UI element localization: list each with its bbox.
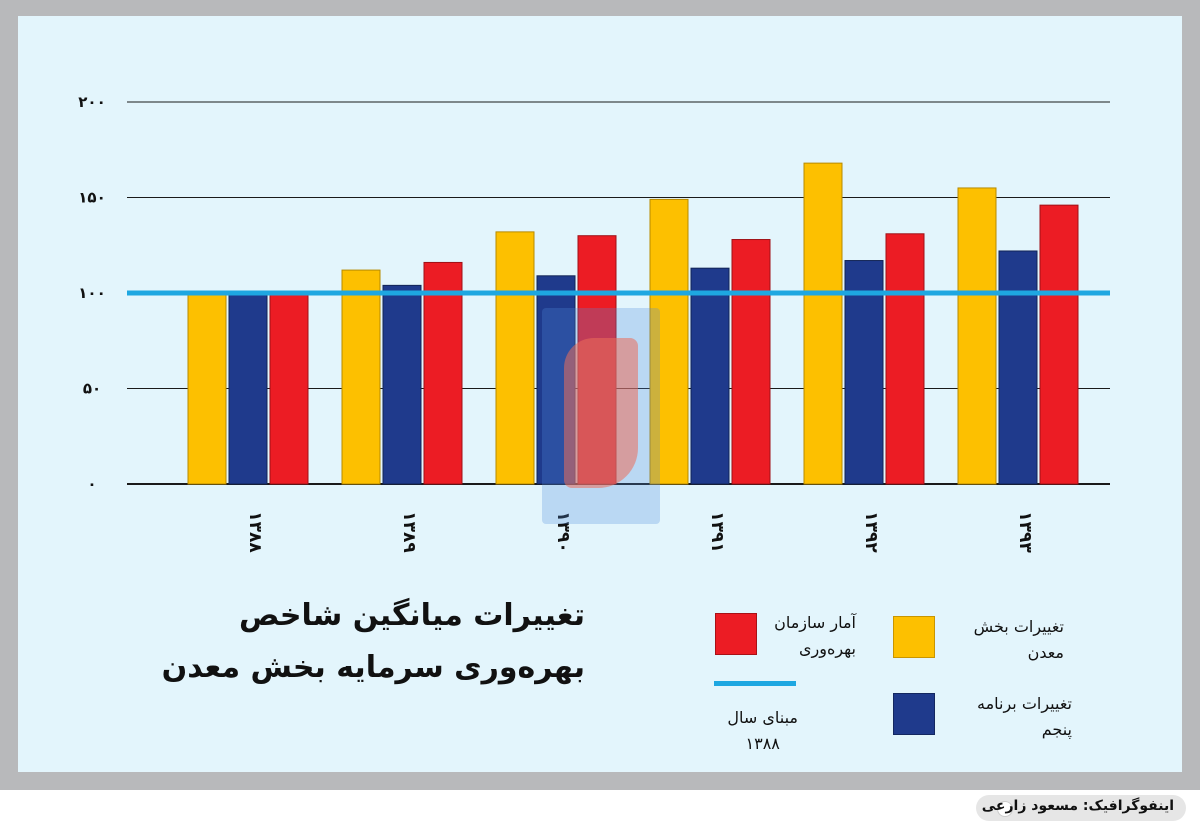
bar xyxy=(1039,204,1079,485)
bar xyxy=(495,231,535,485)
chart-title-line2: بهره‌وری سرمایه بخش معدن xyxy=(161,650,585,685)
x-tick-label: ۱۳۸۸ xyxy=(245,511,265,553)
y-tick-label: ۲۰۰ xyxy=(78,93,105,111)
bar xyxy=(228,292,268,485)
y-tick-label: ۱۰۰ xyxy=(78,284,105,302)
chart-title-line1: تغییرات میانگین شاخص xyxy=(238,598,585,633)
bar xyxy=(269,292,309,485)
legend-label-org: آمار سازمان بهره‌وری xyxy=(774,613,856,658)
bar xyxy=(957,187,997,485)
x-tick-label: ۱۳۹۲ xyxy=(861,511,881,553)
y-tick-label: ۵۰ xyxy=(83,380,101,398)
y-tick-label: ۰ xyxy=(87,475,96,493)
x-tick-label: ۱۳۹۰ xyxy=(553,511,573,553)
bar xyxy=(690,267,730,485)
x-tick-label: ۱۳۹۱ xyxy=(707,511,727,553)
bar xyxy=(423,261,463,485)
bar xyxy=(885,233,925,485)
legend-label-mining: تغییرات بخش معدن xyxy=(973,617,1064,662)
bar xyxy=(382,284,422,485)
x-tick-label: ۱۳۸۹ xyxy=(399,511,419,553)
footer-logo-icon xyxy=(998,802,1012,816)
legend-swatch-mining xyxy=(893,616,935,658)
bar xyxy=(998,250,1038,485)
legend-label-base: مبنای سال ۱۳۸۸ xyxy=(727,708,798,753)
bar xyxy=(731,239,771,485)
bar-chart: ۰ ۵۰ ۱۰۰ ۱۵۰ ۲۰۰ ۱۳۸۸ ۱۳۸۹ ۱۳۹۰ ۱۳۹۱ ۱۳۹۲ ۱۳۹۳ xyxy=(78,93,1110,553)
bar xyxy=(803,162,843,485)
y-tick-label: ۱۵۰ xyxy=(78,189,105,207)
footer-credit: اینفوگرافیک: مسعود زارعی xyxy=(981,798,1174,814)
watermark-logo xyxy=(542,308,660,524)
legend-swatch-org xyxy=(715,613,757,655)
legend-swatch-plan xyxy=(893,693,935,735)
bar xyxy=(649,198,689,485)
bar xyxy=(341,269,381,485)
bar xyxy=(844,260,884,485)
legend-swatch-base xyxy=(714,681,796,686)
x-tick-label: ۱۳۹۳ xyxy=(1015,511,1035,553)
bar xyxy=(187,292,227,485)
legend-label-plan: تغییرات برنامه پنجم xyxy=(976,694,1072,739)
